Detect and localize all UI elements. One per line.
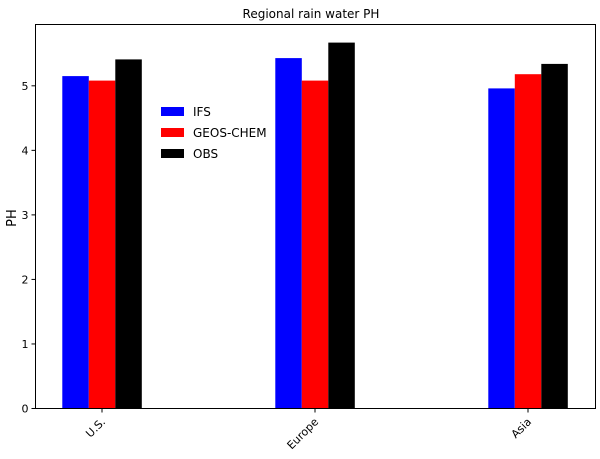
bar-ifs-asia bbox=[488, 88, 515, 409]
bar-obs-europe bbox=[328, 42, 355, 409]
y-axis: 0 1 2 3 4 5 bbox=[22, 80, 36, 416]
x-axis: U.S. Europe Asia bbox=[83, 408, 535, 452]
x-tick-label: U.S. bbox=[83, 415, 108, 440]
bar-obs-u-s bbox=[115, 59, 142, 409]
legend-label-ifs: IFS bbox=[193, 105, 211, 119]
bars-group bbox=[62, 42, 568, 409]
y-tick-label: 0 bbox=[22, 403, 29, 416]
bar-geos-chem-asia bbox=[514, 74, 542, 409]
bar-geos-chem-europe bbox=[301, 80, 329, 409]
legend-label-obs: OBS bbox=[193, 147, 218, 161]
y-tick-label: 5 bbox=[22, 80, 29, 93]
bar-obs-asia bbox=[541, 63, 568, 409]
x-tick-label: Europe bbox=[285, 415, 322, 452]
legend-label-geos-chem: GEOS-CHEM bbox=[193, 126, 267, 140]
y-tick-label: 2 bbox=[22, 273, 29, 286]
y-tick-label: 4 bbox=[22, 144, 29, 157]
bar-geos-chem-u-s bbox=[88, 80, 116, 409]
bar-ifs-europe bbox=[275, 58, 302, 409]
legend-swatch-obs bbox=[161, 149, 184, 158]
x-tick-label: Asia bbox=[509, 415, 535, 441]
plot-frame bbox=[35, 24, 596, 409]
bar-ifs-u-s bbox=[62, 76, 89, 409]
legend: IFS GEOS-CHEM OBS bbox=[161, 105, 267, 161]
chart-title: Regional rain water PH bbox=[243, 7, 380, 21]
legend-swatch-ifs bbox=[161, 107, 184, 116]
y-tick-label: 3 bbox=[22, 209, 29, 222]
legend-swatch-geos-chem bbox=[161, 128, 184, 137]
y-tick-label: 1 bbox=[22, 338, 29, 351]
y-axis-label: PH bbox=[5, 209, 20, 227]
